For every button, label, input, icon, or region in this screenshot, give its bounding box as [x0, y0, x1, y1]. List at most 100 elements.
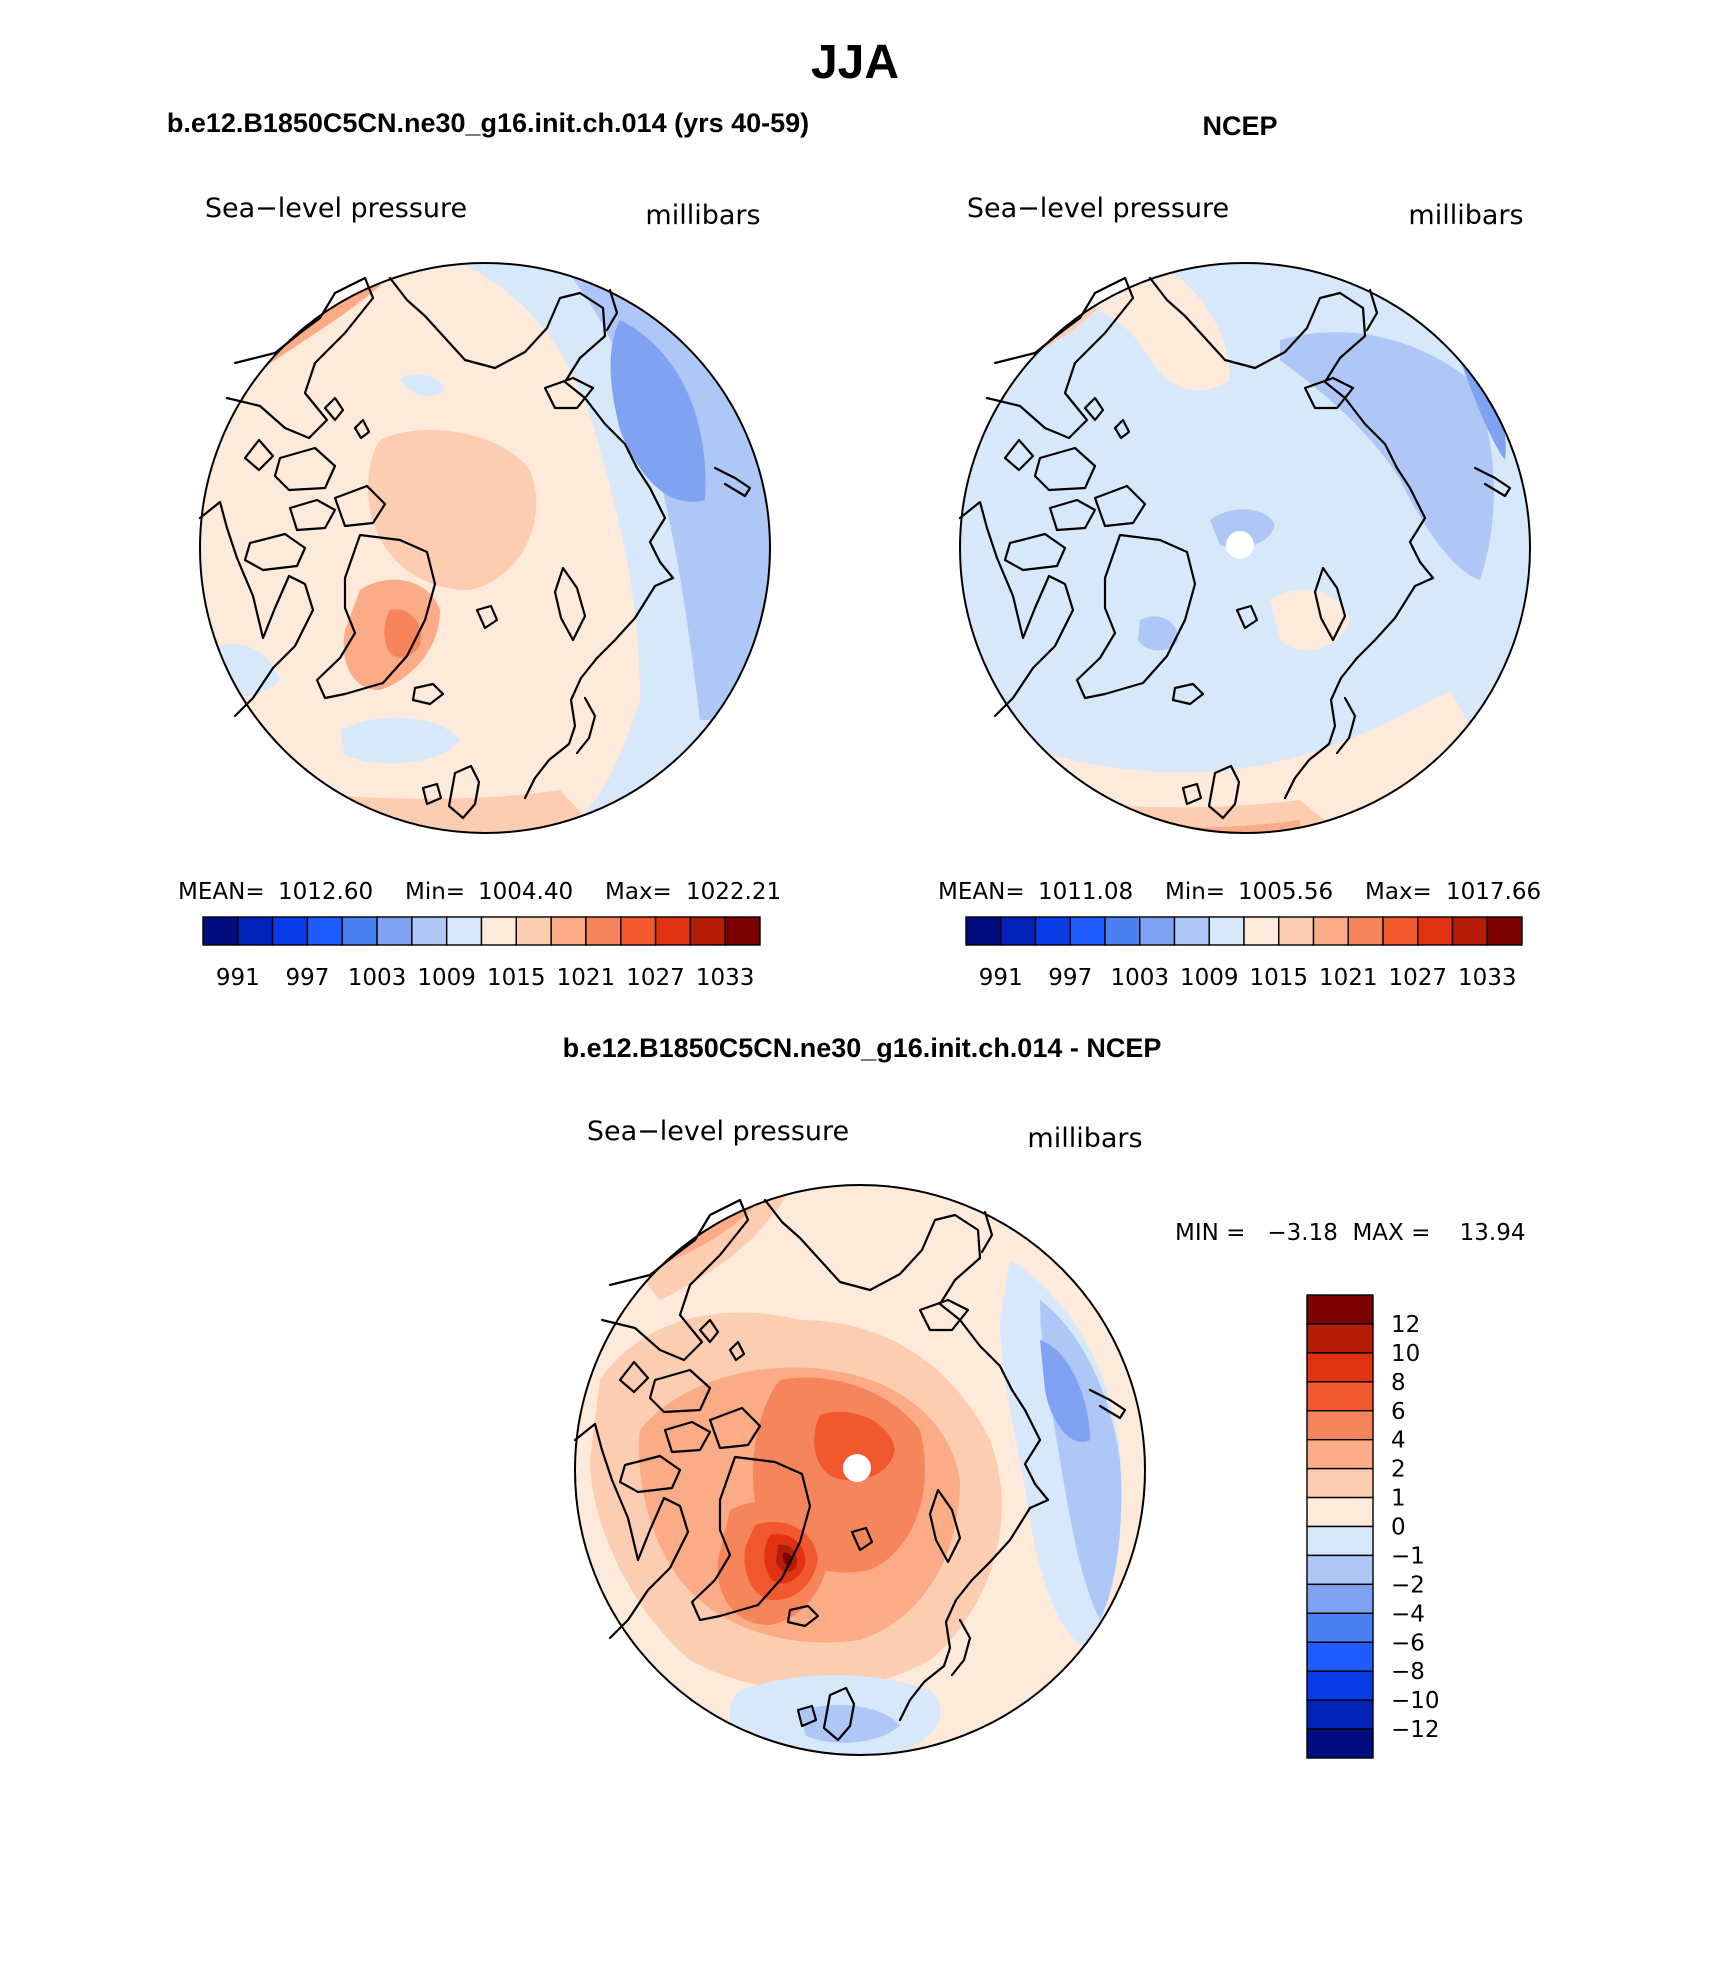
colorbar-model-tick-label: 1021: [557, 965, 616, 991]
panel-obs-mean: 1011.08: [1038, 879, 1133, 905]
panel-model-units: millibars: [645, 200, 760, 231]
colorbar-diff-cell: [1306, 1583, 1374, 1615]
colorbar-model-cell: [341, 916, 378, 946]
colorbar-obs-tick-label: 1009: [1180, 965, 1239, 991]
colorbar-diff-cell: [1306, 1670, 1374, 1701]
colorbar-diff-cell: [1306, 1467, 1374, 1499]
colorbar-model-cell: [689, 916, 726, 946]
colorbar-diff-cell: [1306, 1381, 1374, 1412]
colorbar-diff-tick-label: 12: [1391, 1312, 1420, 1338]
colorbar-diff-cell: [1306, 1554, 1374, 1586]
panel-diff-units: millibars: [1027, 1123, 1142, 1154]
colorbar-model-tick-label: 1033: [696, 965, 755, 991]
colorbar-diff-cell: [1306, 1323, 1374, 1354]
panel-obs-mean-label: MEAN=: [938, 879, 1025, 905]
colorbar-obs-cell: [1243, 916, 1280, 946]
colorbar-diff-tick-label: −2: [1391, 1572, 1425, 1598]
colorbar-model-cell: [271, 916, 309, 946]
pole-missing-marker-diff: [843, 1454, 871, 1482]
panel-obs-units: millibars: [1408, 200, 1523, 231]
panel-model-variable: Sea−level pressure: [205, 193, 467, 224]
colorbar-model-cell: [480, 916, 518, 946]
colorbar-model-cell: [376, 916, 413, 946]
panel-diff-header: b.e12.B1850C5CN.ne30_g16.init.ch.014 - N…: [563, 1033, 1162, 1063]
panel-diff-minmax: MIN = −3.18 MAX = 13.94: [1175, 1220, 1525, 1246]
panel-model-min: 1004.40: [478, 879, 573, 905]
colorbar-model-cell: [202, 916, 239, 946]
colorbar-obs-cell: [1451, 916, 1488, 946]
colorbar-model: 991 997 1003 1009 1015 1021 1027 1033: [202, 916, 761, 991]
colorbar-obs-tick-label: 1015: [1249, 965, 1308, 991]
panel-obs-variable: Sea−level pressure: [967, 193, 1229, 224]
panel-obs-max-label: Max=: [1365, 879, 1432, 905]
colorbar-model-cell: [724, 916, 761, 946]
colorbar-diff-tick-label: 1: [1391, 1486, 1406, 1512]
colorbar-diff-cell: [1306, 1728, 1374, 1759]
panel-model-header: b.e12.B1850C5CN.ne30_g16.init.ch.014 (yr…: [167, 108, 809, 138]
colorbar-diff-tick-label: 10: [1391, 1341, 1420, 1367]
colorbar-diff-tick-label: −1: [1391, 1543, 1425, 1569]
colorbar-obs: 991 997 1003 1009 1015 1021 1027 1033: [965, 916, 1523, 991]
colorbar-diff-tick-label: −6: [1391, 1630, 1425, 1656]
colorbar-obs-tick-label: 1003: [1110, 965, 1169, 991]
colorbar-model-cell: [411, 916, 448, 946]
colorbar-model-tick-label: 997: [285, 965, 329, 991]
colorbar-diff-tick-label: −12: [1391, 1717, 1440, 1743]
panel-model: b.e12.B1850C5CN.ne30_g16.init.ch.014 (yr…: [167, 108, 809, 991]
panel-obs-header: NCEP: [1202, 111, 1277, 141]
colorbar-model-cell: [620, 916, 657, 946]
colorbar-model-cell: [654, 916, 692, 946]
colorbar-obs-cell: [1034, 916, 1071, 946]
colorbar-diff-tick-label: 6: [1391, 1399, 1406, 1425]
polar-map-model: [198, 262, 771, 834]
colorbar-model-tick-label: 1009: [417, 965, 476, 991]
colorbar-obs-cell: [1382, 916, 1419, 946]
panel-obs-max: 1017.66: [1446, 879, 1541, 905]
colorbar-obs-cell: [1347, 916, 1384, 946]
colorbar-model-tick-label: 1003: [348, 965, 407, 991]
colorbar-diff-cell: [1306, 1496, 1374, 1528]
colorbar-diff-cell: [1306, 1352, 1374, 1383]
colorbar-obs-cell: [1139, 916, 1176, 946]
colorbar-obs-tick-label: 991: [979, 965, 1023, 991]
colorbar-obs-tick-label: 1033: [1458, 965, 1517, 991]
colorbar-diff-tick-label: 4: [1391, 1428, 1406, 1454]
colorbar-model-cell: [306, 916, 343, 946]
polar-map-obs: [958, 262, 1531, 834]
colorbar-diff-cell: [1306, 1410, 1374, 1441]
colorbar-obs-tick-label: 1027: [1388, 965, 1447, 991]
colorbar-diff-cell: [1306, 1641, 1374, 1672]
colorbar-diff-tick-label: 8: [1391, 1370, 1406, 1396]
colorbar-model-cell: [585, 916, 622, 946]
panel-obs-min-label: Min=: [1165, 879, 1225, 905]
colorbar-obs-cell: [1069, 916, 1106, 946]
colorbar-obs-cell: [1278, 916, 1315, 946]
colorbar-obs-cell: [1173, 916, 1210, 946]
page-title: JJA: [811, 36, 899, 89]
colorbar-obs-cell: [1417, 916, 1454, 946]
panel-model-max: 1022.21: [686, 879, 781, 905]
colorbar-obs-cell: [965, 916, 1002, 946]
panel-model-mean-label: MEAN=: [178, 879, 265, 905]
colorbar-model-cell: [237, 916, 274, 946]
colorbar-obs-cell: [1486, 916, 1523, 946]
colorbar-model-tick-label: 1015: [487, 965, 546, 991]
pole-missing-marker: [1226, 531, 1254, 559]
polar-map-diff: [573, 1184, 1146, 1756]
panel-diff-variable: Sea−level pressure: [587, 1116, 849, 1147]
colorbar-obs-cell: [1312, 916, 1349, 946]
colorbar-model-cell: [550, 916, 587, 946]
colorbar-diff-cell: [1306, 1699, 1374, 1730]
panel-obs-min: 1005.56: [1238, 879, 1333, 905]
colorbar-diff-cell: [1306, 1525, 1374, 1557]
colorbar-model-tick-label: 991: [216, 965, 260, 991]
colorbar-model-cell: [445, 916, 483, 946]
colorbar-model-tick-label: 1027: [626, 965, 685, 991]
colorbar-diff-tick-label: −4: [1391, 1601, 1425, 1627]
colorbar-obs-cell: [1000, 916, 1037, 946]
colorbar-obs-cell: [1208, 916, 1245, 946]
colorbar-diff-cell: [1306, 1294, 1374, 1325]
colorbar-diff-cell: [1306, 1612, 1374, 1643]
colorbar-diff-tick-label: −10: [1391, 1688, 1440, 1714]
